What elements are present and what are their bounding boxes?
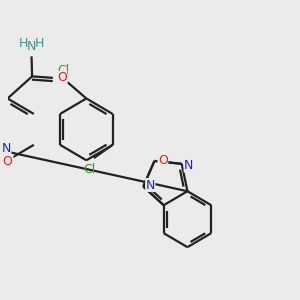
Text: Cl: Cl <box>57 64 69 77</box>
Text: N: N <box>184 159 194 172</box>
Text: Cl: Cl <box>83 164 96 176</box>
Text: H: H <box>35 37 44 50</box>
Text: N: N <box>146 178 155 191</box>
Text: H: H <box>19 37 28 50</box>
Text: O: O <box>3 155 13 168</box>
Text: N: N <box>27 40 36 52</box>
Text: O: O <box>158 154 168 167</box>
Text: O: O <box>57 71 67 84</box>
Text: N: N <box>2 142 11 155</box>
